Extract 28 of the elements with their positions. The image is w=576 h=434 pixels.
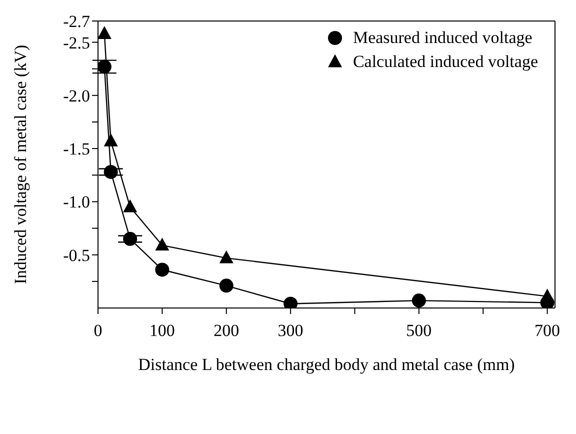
point bbox=[98, 60, 112, 74]
point bbox=[104, 133, 118, 146]
point bbox=[219, 250, 234, 264]
x-tick-label: 200 bbox=[214, 321, 240, 340]
point bbox=[104, 164, 118, 179]
point bbox=[219, 278, 234, 293]
x-tick-label: 100 bbox=[149, 321, 175, 340]
y-tick-label: -0.5 bbox=[63, 246, 90, 265]
y-tick-label: -2.5 bbox=[63, 33, 90, 52]
x-tick-label: 0 bbox=[94, 321, 102, 340]
point bbox=[123, 232, 138, 246]
y-tick-label: -2.0 bbox=[63, 86, 90, 106]
point bbox=[540, 288, 554, 302]
point bbox=[155, 262, 170, 277]
point bbox=[155, 238, 170, 251]
x-tick-label: 300 bbox=[278, 321, 304, 340]
x-tick-label: 700 bbox=[534, 321, 560, 340]
x-tick-label: 500 bbox=[406, 321, 432, 340]
legend-label: Measured induced voltage bbox=[352, 28, 532, 48]
legend-label: Calculated induced voltage bbox=[352, 52, 538, 72]
point bbox=[98, 26, 112, 40]
y-tick-label: -2.7 bbox=[63, 12, 90, 32]
x-axis-title: Distance L between charged body and metal case (mm) bbox=[138, 355, 515, 374]
y-tick-label: -1.0 bbox=[63, 192, 90, 212]
y-tick-label: -1.5 bbox=[63, 140, 90, 159]
point bbox=[123, 199, 138, 212]
y-axis-title: Induced voltage of metal case (kV) bbox=[11, 44, 30, 284]
point bbox=[412, 294, 426, 308]
